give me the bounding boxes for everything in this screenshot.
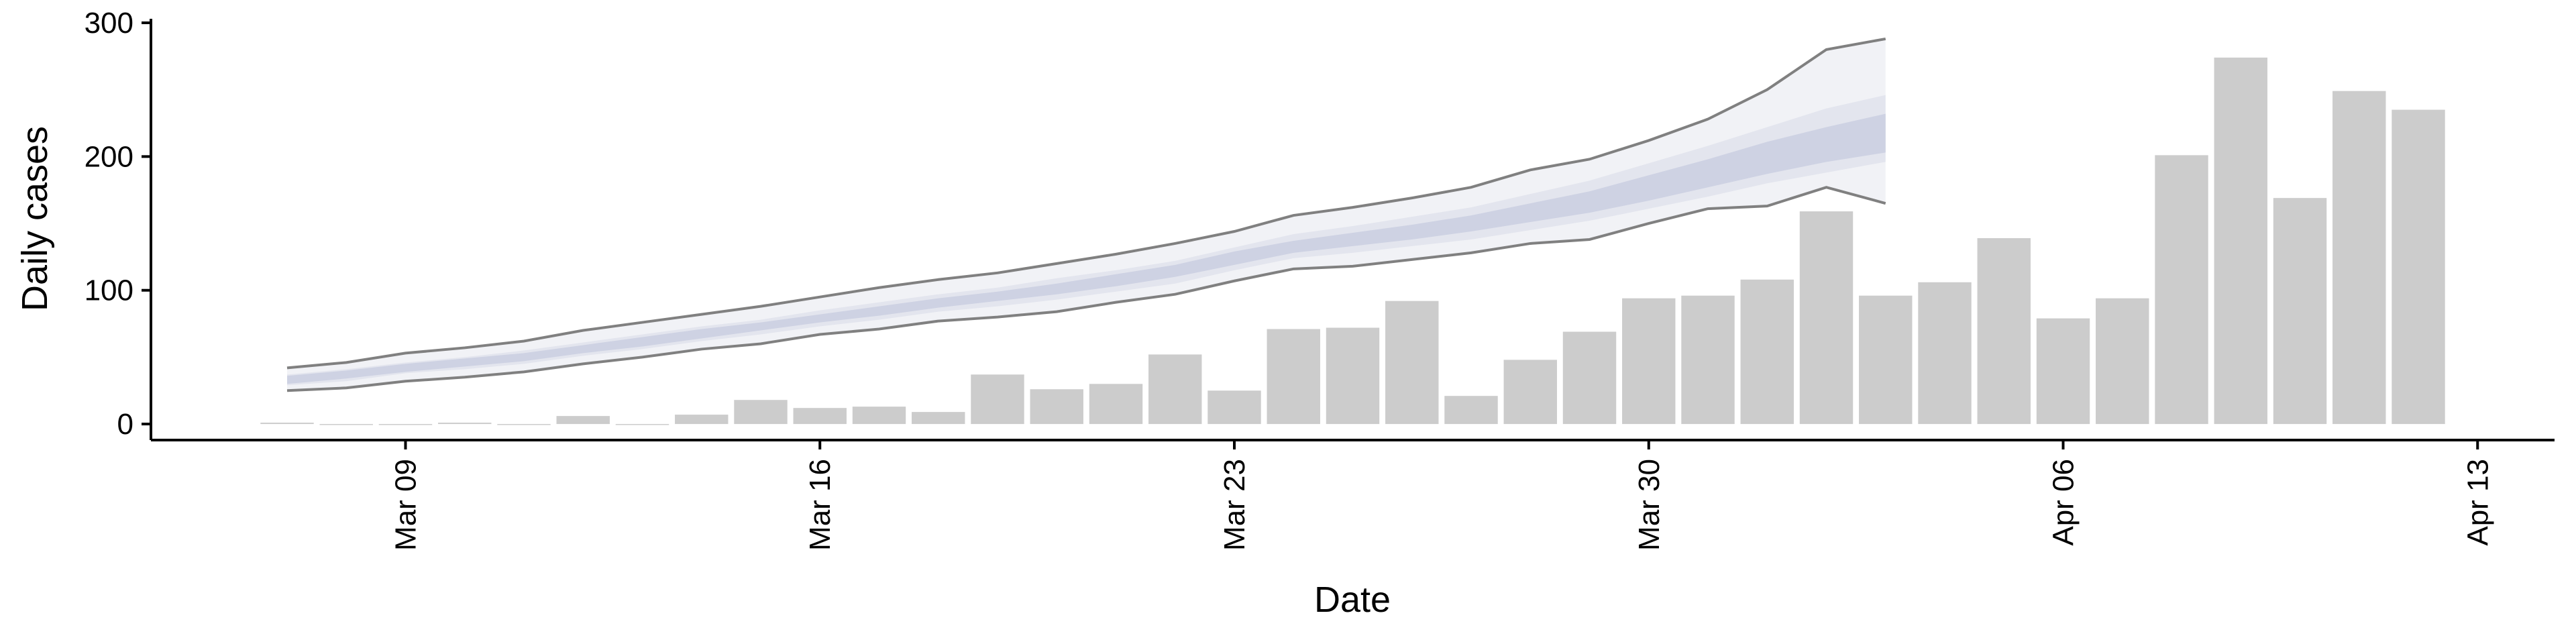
x-tick-label: Apr 06 (2047, 459, 2080, 546)
bar (912, 412, 965, 425)
bar (319, 424, 373, 425)
bar (1977, 237, 2031, 425)
x-axis-label: Date (1314, 580, 1391, 620)
bar (1562, 331, 1617, 425)
y-tick-label: 0 (117, 408, 133, 441)
bar (2332, 91, 2386, 425)
bar (1385, 301, 1439, 425)
bar (793, 408, 847, 425)
y-axis-label: Daily cases (15, 126, 55, 311)
x-tick-label: Mar 09 (389, 459, 422, 551)
interval-line (286, 37, 1886, 370)
bar (1799, 211, 1854, 425)
bar (438, 423, 492, 425)
bar (2155, 155, 2208, 425)
x-tick-label: Mar 23 (1218, 459, 1251, 551)
bar (260, 423, 314, 425)
bar (1267, 329, 1320, 425)
bar (556, 416, 610, 425)
bar (497, 424, 551, 425)
x-tick-label: Apr 13 (2461, 459, 2494, 546)
bar (2273, 198, 2327, 425)
bar (852, 407, 906, 425)
y-tick-label: 100 (85, 274, 133, 307)
bar (2214, 57, 2267, 425)
bar (615, 424, 669, 425)
bar (971, 374, 1024, 425)
bar (2096, 298, 2149, 425)
bar (1622, 298, 1676, 425)
x-tick-label: Mar 30 (1633, 459, 1666, 551)
bar (1444, 396, 1498, 425)
bar (1681, 295, 1735, 425)
bar (2036, 318, 2090, 425)
y-tick-label: 200 (85, 140, 133, 173)
y-tick-label: 300 (85, 7, 133, 40)
bar (1859, 295, 1913, 425)
bar (1918, 282, 1972, 425)
bar (1326, 327, 1380, 425)
bar (1148, 354, 1202, 425)
bar (378, 424, 433, 425)
bar (734, 400, 788, 425)
bar (1208, 390, 1261, 425)
bar (2392, 109, 2445, 425)
bar (1740, 279, 1794, 425)
bar (675, 415, 729, 425)
x-tick-label: Mar 16 (804, 459, 837, 551)
bar (1503, 360, 1557, 425)
bar (1030, 389, 1083, 425)
interval-line (286, 186, 1886, 392)
bar (1089, 384, 1143, 425)
